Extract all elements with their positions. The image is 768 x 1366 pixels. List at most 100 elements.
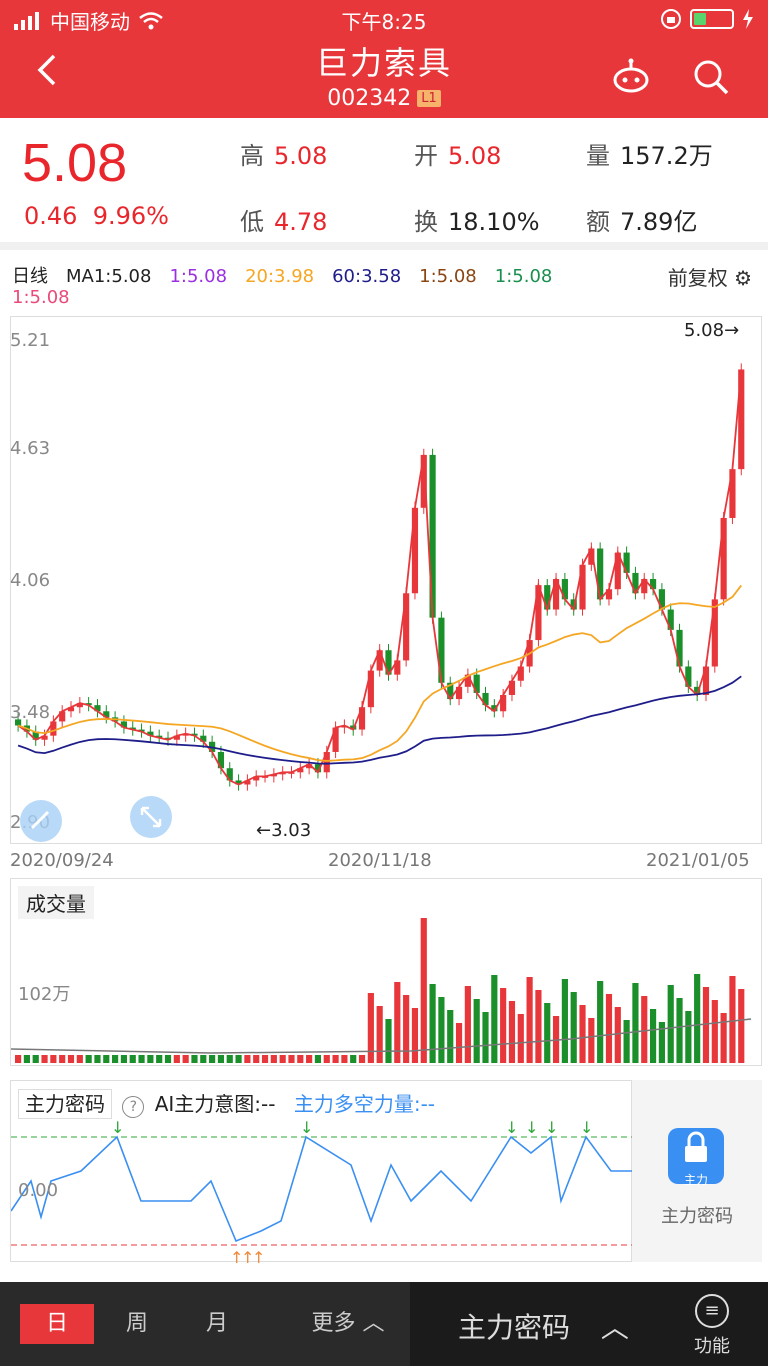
candle bbox=[217, 751, 225, 769]
candle bbox=[376, 650, 383, 671]
high-marker: 5.08→ bbox=[684, 320, 740, 341]
tab-more[interactable]: 更多 ︿ bbox=[311, 1311, 385, 1336]
volume-bar bbox=[235, 1055, 242, 1063]
volume-bar bbox=[588, 1018, 595, 1063]
candle bbox=[403, 593, 410, 661]
volume-bar bbox=[658, 1022, 665, 1063]
candle bbox=[226, 768, 233, 781]
period-label[interactable]: 日线 bbox=[12, 266, 48, 287]
quote-volume: 量 157.2万 bbox=[586, 142, 713, 170]
zhuli-line bbox=[10, 1135, 633, 1243]
volume-bar bbox=[279, 1055, 286, 1063]
x-tick-3: 2021/01/05 bbox=[646, 850, 750, 871]
volume-bar bbox=[394, 982, 401, 1063]
kline-chart[interactable] bbox=[10, 316, 762, 844]
volume-bar bbox=[403, 995, 410, 1063]
candle bbox=[702, 666, 710, 695]
zhuli-side-label: 主力密码 bbox=[661, 1206, 733, 1227]
help-icon[interactable]: ? bbox=[122, 1096, 145, 1118]
candle bbox=[103, 711, 110, 718]
volume-bar bbox=[226, 1055, 233, 1063]
ma60-label: 60:3.58 bbox=[332, 266, 402, 287]
volume-bar bbox=[217, 1055, 225, 1063]
candle bbox=[561, 579, 568, 600]
volume-chart[interactable] bbox=[10, 878, 762, 1066]
candle bbox=[464, 674, 471, 687]
search-icon[interactable] bbox=[690, 56, 732, 98]
function-button[interactable]: ≡ 功能 bbox=[694, 1294, 730, 1358]
volume-bar bbox=[729, 976, 736, 1063]
status-time: 下午8:25 bbox=[341, 10, 427, 34]
candle bbox=[588, 548, 595, 565]
tab-month[interactable]: 月 bbox=[205, 1311, 228, 1336]
volume-bar bbox=[94, 1055, 101, 1063]
battery-icon bbox=[690, 9, 734, 29]
volume-bar bbox=[358, 1055, 366, 1063]
tab-day[interactable]: 日 bbox=[20, 1304, 94, 1344]
level-badge: L1 bbox=[417, 90, 441, 107]
volume-bar bbox=[473, 999, 480, 1063]
candle bbox=[367, 670, 374, 708]
volume-bar bbox=[614, 1007, 621, 1063]
candle bbox=[658, 589, 665, 610]
draw-tool-icon[interactable] bbox=[18, 798, 64, 844]
candle bbox=[323, 751, 330, 773]
candle bbox=[59, 711, 66, 722]
volume-bar bbox=[103, 1055, 110, 1063]
candle bbox=[535, 585, 542, 641]
candle bbox=[394, 660, 401, 675]
expand-icon[interactable] bbox=[128, 794, 174, 840]
lock-icon[interactable]: 主力 bbox=[668, 1128, 724, 1187]
zhuli-button[interactable]: 主力密码 ︿ bbox=[458, 1311, 629, 1344]
stock-code: 002342 L1 bbox=[0, 86, 768, 111]
volume-bar bbox=[411, 1008, 419, 1063]
volume-bar bbox=[332, 1055, 339, 1063]
volume-bar bbox=[667, 985, 674, 1063]
volume-bar bbox=[306, 1055, 313, 1063]
candle bbox=[685, 666, 692, 687]
change-value: 0.46 bbox=[24, 202, 78, 230]
volume-bar bbox=[200, 1055, 207, 1063]
chevron-up-icon: ︿ bbox=[362, 1311, 385, 1336]
ma-brown-label: 1:5.08 bbox=[419, 266, 477, 287]
volume-bar bbox=[738, 989, 745, 1063]
candle bbox=[67, 707, 75, 712]
candle bbox=[455, 686, 463, 700]
volume-bar bbox=[508, 1001, 516, 1063]
back-icon[interactable] bbox=[30, 52, 66, 88]
volume-bar bbox=[623, 1020, 630, 1063]
volume-bar bbox=[323, 1055, 330, 1063]
zhuli-zero: 0.00 bbox=[18, 1180, 59, 1201]
sell-arrow: ↑ bbox=[230, 1248, 243, 1263]
volume-bar bbox=[32, 1055, 39, 1063]
robot-icon[interactable] bbox=[610, 56, 652, 98]
long-short-power: 主力多空力量:-- bbox=[293, 1092, 436, 1116]
zhuli-indicator[interactable]: ↓ ↓ ↓ ↓ ↓ ↓ ↑ ↑ ↑ bbox=[10, 1080, 633, 1267]
candle bbox=[473, 674, 480, 693]
volume-bar bbox=[164, 1055, 172, 1063]
fuquan-setting[interactable]: 前复权 ⚙ bbox=[667, 266, 752, 290]
carrier-label: 中国移动 bbox=[50, 10, 130, 34]
rotation-lock-icon bbox=[661, 9, 681, 29]
candle bbox=[632, 572, 639, 594]
candle bbox=[32, 731, 39, 740]
volume-bar bbox=[711, 1000, 718, 1063]
wifi-icon bbox=[139, 11, 163, 29]
low-marker: ←3.03 bbox=[256, 820, 312, 841]
quote-amount: 额 7.89亿 bbox=[586, 208, 698, 236]
ma60-line bbox=[17, 675, 742, 765]
zhuli-side-panel[interactable]: 主力 主力密码 bbox=[632, 1080, 762, 1262]
candle bbox=[244, 780, 251, 785]
gear-icon[interactable]: ⚙ bbox=[734, 266, 752, 290]
candle bbox=[156, 735, 163, 738]
ma1-line bbox=[17, 369, 743, 786]
candle bbox=[182, 733, 189, 736]
quote-panel: 5.08 0.46 9.96% 高 5.08 开 5.08 量 157.2万 低 4.7… bbox=[0, 118, 768, 250]
candle bbox=[147, 731, 154, 736]
tab-week[interactable]: 周 bbox=[125, 1311, 148, 1336]
candle bbox=[649, 579, 657, 590]
volume-bar bbox=[76, 1055, 83, 1063]
zhuli-tag[interactable]: 主力密码 bbox=[18, 1089, 112, 1119]
volume-bar bbox=[270, 1055, 277, 1063]
volume-bar bbox=[429, 984, 436, 1063]
